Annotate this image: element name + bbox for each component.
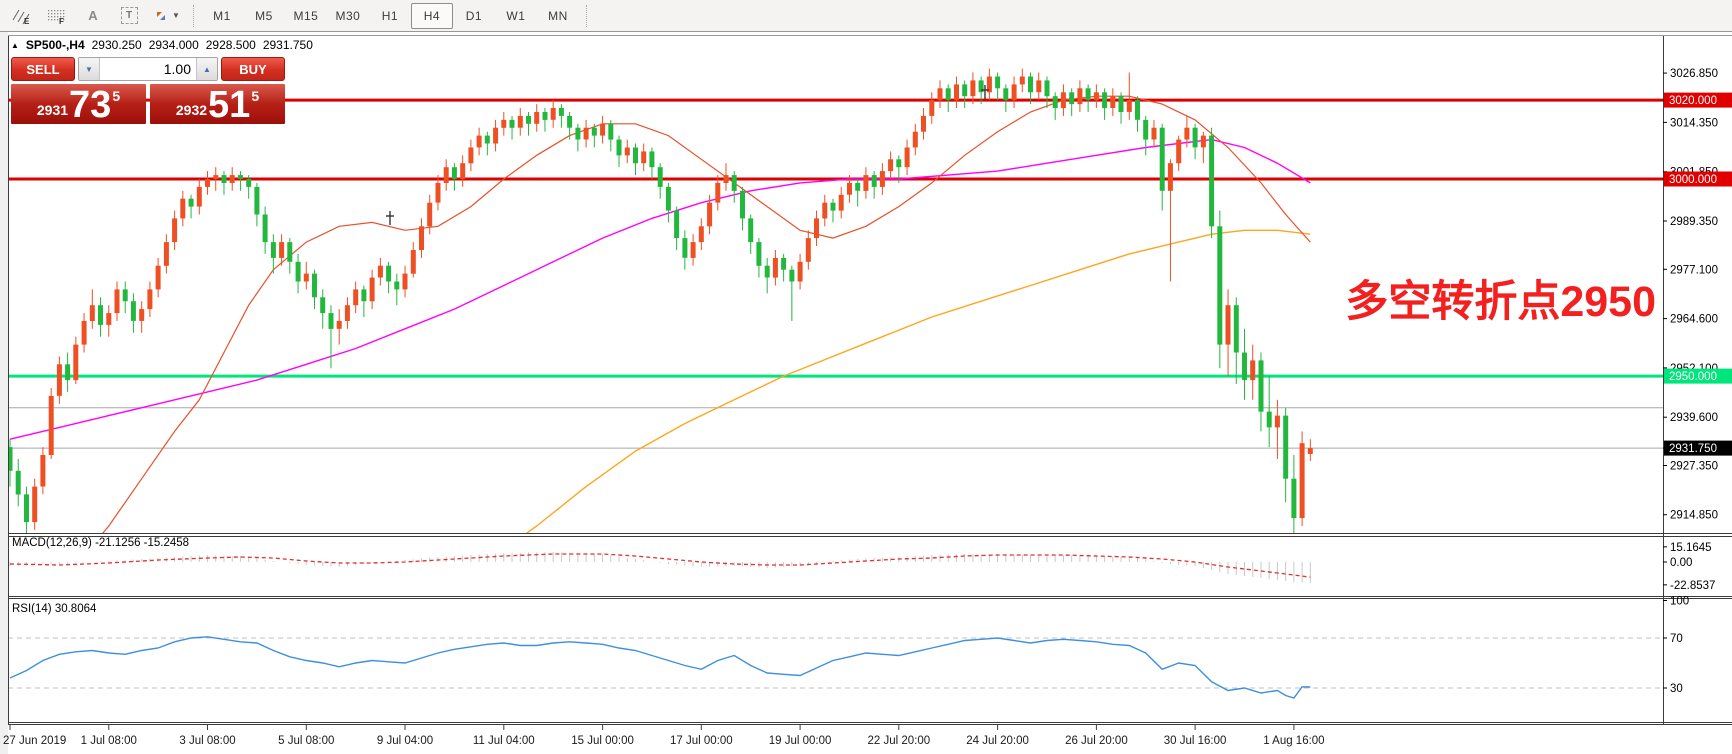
svg-text:2977.100: 2977.100 — [1670, 264, 1718, 276]
time-label: 1 Aug 16:00 — [1263, 735, 1324, 747]
svg-text:3020.000: 3020.000 — [1669, 95, 1717, 107]
pane-borders — [8, 35, 1732, 725]
time-label: 17 Jul 00:00 — [670, 735, 733, 747]
time-label: 11 Jul 04:00 — [473, 735, 535, 747]
volume-decrease-button[interactable]: ▼ — [79, 58, 100, 80]
rsi-pane — [8, 636, 1663, 699]
ma-slow-line — [525, 229, 1311, 533]
time-label: 30 Jul 16:00 — [1164, 735, 1227, 747]
svg-text:15.1645: 15.1645 — [1670, 542, 1712, 554]
time-label: 15 Jul 00:00 — [571, 735, 634, 747]
svg-text:2950.000: 2950.000 — [1669, 371, 1717, 383]
time-label: 3 Jul 08:00 — [179, 735, 235, 747]
svg-text:3000.000: 3000.000 — [1669, 174, 1717, 186]
window-left-edge — [0, 32, 8, 754]
macd-label: MACD(12,26,9) -21.1256 -15.2458 — [12, 537, 189, 549]
sell-price-fraction: 5 — [112, 88, 121, 104]
chinese-annotation[interactable]: 多空转折点2950 — [1345, 278, 1656, 326]
toolbar-separator — [585, 4, 587, 27]
textbox-tool-icon[interactable]: T — [111, 3, 147, 29]
toolbar-separator — [192, 4, 194, 27]
buy-price-pips: 51 — [208, 84, 251, 127]
main-toolbar: E F A T ▼ M1 M5 M15 M30 H1 H4 D1 W1 MN — [0, 0, 1732, 32]
sell-quote-tile[interactable]: 2931 73 5 — [11, 84, 146, 124]
label-tool-icon[interactable]: A — [88, 8, 98, 23]
sell-price-integer: 2931 — [36, 102, 69, 118]
price-chart-canvas[interactable]: 多空转折点29503026.8503020.0003014.3503001.85… — [0, 32, 1732, 754]
arrow-down-icon: ▼ — [85, 64, 93, 74]
svg-text:-22.8537: -22.8537 — [1670, 580, 1715, 592]
volume-increase-button[interactable]: ▲ — [196, 58, 217, 80]
time-label: 1 Jul 08:00 — [81, 735, 137, 747]
symbol-period-label: SP500-,H4 — [25, 38, 85, 52]
timeframe-button-M5[interactable]: M5 — [255, 8, 273, 23]
price-tag-2931.750 — [1664, 440, 1732, 456]
svg-text:2927.350: 2927.350 — [1670, 461, 1718, 473]
low-value: 2928.500 — [205, 38, 256, 52]
svg-text:E: E — [24, 17, 30, 25]
svg-text:30: 30 — [1670, 683, 1683, 695]
rsi-label: RSI(14) 30.8064 — [12, 603, 97, 615]
price-tag-2950.000 — [1664, 368, 1732, 384]
chevron-down-icon: ▼ — [172, 11, 180, 20]
timeframe-button-H1[interactable]: H1 — [381, 8, 399, 23]
time-label: 27 Jun 2019 — [3, 735, 66, 747]
collapse-icon[interactable]: ▲ — [11, 41, 19, 50]
svg-text:2989.350: 2989.350 — [1670, 216, 1718, 228]
arrow-up-icon: ▲ — [203, 64, 211, 74]
svg-text:0.00: 0.00 — [1670, 557, 1692, 569]
price-tag-3000.000 — [1664, 171, 1732, 187]
svg-text:70: 70 — [1670, 633, 1683, 645]
close-value: 2931.750 — [262, 38, 313, 52]
timeframe-button-M1[interactable]: M1 — [213, 8, 231, 23]
svg-text:3014.350: 3014.350 — [1670, 117, 1718, 129]
indicators-icon[interactable]: E — [3, 3, 39, 29]
buy-price-integer: 2932 — [175, 102, 208, 118]
svg-text:100: 100 — [1670, 596, 1689, 608]
timeframe-button-W1[interactable]: W1 — [506, 8, 526, 23]
one-click-trading-panel: SELL ▼ 1.00 ▲ BUY 2931 73 5 — [11, 57, 285, 124]
high-value: 2934.000 — [148, 38, 199, 52]
volume-spinner: ▼ 1.00 ▲ — [78, 57, 218, 81]
buy-price-fraction: 5 — [251, 88, 260, 104]
rsi-line — [9, 636, 1311, 699]
svg-text:3026.850: 3026.850 — [1670, 68, 1718, 80]
timeframe-button-H4[interactable]: H4 — [410, 2, 453, 29]
time-label: 24 Jul 20:00 — [966, 735, 1029, 747]
grid-template-icon[interactable]: F — [39, 3, 75, 29]
volume-input[interactable]: 1.00 — [163, 61, 191, 77]
svg-text:2931.750: 2931.750 — [1669, 443, 1717, 455]
chart-ohlc-title: ▲ SP500-,H4 2930.250 2934.000 2928.500 2… — [11, 38, 313, 52]
svg-text:2964.600: 2964.600 — [1670, 314, 1718, 326]
time-label: 9 Jul 04:00 — [377, 735, 433, 747]
sell-button[interactable]: SELL — [11, 57, 75, 81]
svg-text:2939.600: 2939.600 — [1670, 412, 1718, 424]
main-price-pane — [8, 68, 1663, 533]
timeframe-button-D1[interactable]: D1 — [465, 8, 483, 23]
time-axis[interactable]: 27 Jun 2019 1 Jul 08:00 3 Jul 08:00 5 Jul 0… — [3, 725, 1325, 747]
candles-layer — [8, 68, 1313, 533]
time-label: 26 Jul 20:00 — [1065, 735, 1128, 747]
svg-text:2914.850: 2914.850 — [1670, 510, 1718, 522]
ma-fast-line — [102, 95, 1311, 533]
chart-area: 多空转折点29503026.8503020.0003014.3503001.85… — [0, 32, 1732, 754]
svg-text:F: F — [59, 17, 64, 25]
timeframe-button-MN[interactable]: MN — [548, 8, 568, 23]
ma-mid-line — [9, 138, 1311, 440]
price-tag-3020.000 — [1664, 92, 1732, 108]
timeframe-button-M15[interactable]: M15 — [293, 8, 319, 23]
macd-signal-line — [9, 553, 1311, 578]
time-label: 5 Jul 08:00 — [278, 735, 334, 747]
price-axis[interactable]: 3026.8503020.0003014.3503001.8503000.000… — [1663, 68, 1732, 695]
timeframe-button-M30[interactable]: M30 — [335, 8, 361, 23]
time-label: 22 Jul 20:00 — [867, 735, 930, 747]
buy-quote-tile[interactable]: 2932 51 5 — [150, 84, 285, 124]
macd-pane — [9, 552, 1311, 584]
cursor-tool-icon[interactable]: ▼ — [147, 3, 186, 29]
buy-button[interactable]: BUY — [221, 57, 285, 81]
sell-price-pips: 73 — [69, 84, 112, 127]
time-label: 19 Jul 00:00 — [769, 735, 832, 747]
open-value: 2930.250 — [91, 38, 142, 52]
